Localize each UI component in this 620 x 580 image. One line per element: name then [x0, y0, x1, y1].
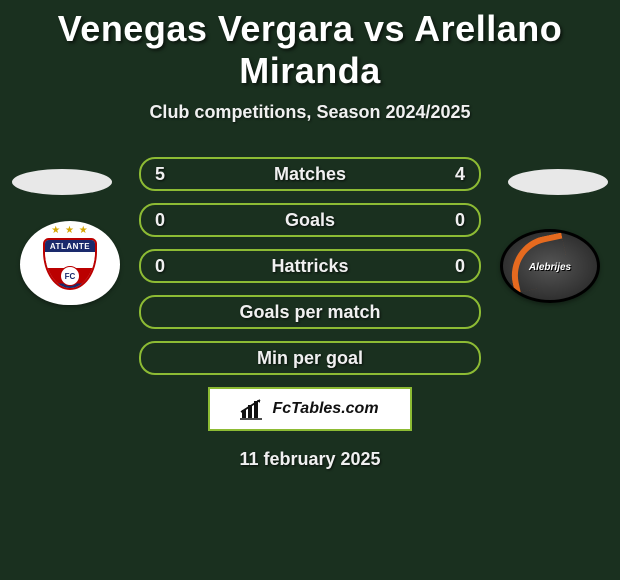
alebrijes-label: Alebrijes [503, 262, 597, 273]
atlante-fc-label: FC [60, 266, 80, 286]
date-label: 11 february 2025 [0, 449, 620, 470]
brand-text: FcTables.com [272, 400, 379, 417]
right-value: 0 [453, 210, 467, 231]
right-team-badge: Alebrijes [500, 229, 600, 309]
atlante-top-label: ATLANTE [45, 240, 95, 252]
stat-row-hattricks: 0Hattricks0 [139, 249, 481, 283]
stat-row-matches: 5Matches4 [139, 157, 481, 191]
brand-box[interactable]: FcTables.com [208, 387, 412, 431]
left-value: 5 [153, 164, 167, 185]
stars-icon: ★ ★ ★ [51, 225, 88, 236]
bars-chart-icon [240, 398, 266, 420]
right-ellipse [508, 169, 608, 195]
page-title: Venegas Vergara vs Arellano Miranda [0, 8, 620, 92]
stat-row-min_per_goal: Min per goal [139, 341, 481, 375]
page-subtitle: Club competitions, Season 2024/2025 [0, 102, 620, 123]
stat-row-goals_per_match: Goals per match [139, 295, 481, 329]
right-value: 0 [453, 256, 467, 277]
left-value: 0 [153, 256, 167, 277]
stat-label: Hattricks [167, 256, 453, 277]
main-area: ★ ★ ★ ATLANTE FC Alebrijes 5Matches40Goa… [0, 157, 620, 470]
right-value: 4 [453, 164, 467, 185]
stat-label: Min per goal [257, 348, 363, 369]
stat-label: Matches [167, 164, 453, 185]
stats-bars: 5Matches40Goals00Hattricks0Goals per mat… [139, 157, 481, 375]
stat-row-goals: 0Goals0 [139, 203, 481, 237]
stat-label: Goals [167, 210, 453, 231]
stat-label: Goals per match [239, 302, 380, 323]
comparison-card: Venegas Vergara vs Arellano Miranda Club… [0, 0, 620, 580]
brand-label: FcTables.com [272, 400, 379, 418]
atlante-icon: ★ ★ ★ ATLANTE FC [20, 221, 120, 305]
alebrijes-icon: Alebrijes [500, 229, 600, 303]
left-value: 0 [153, 210, 167, 231]
left-team-badge: ★ ★ ★ ATLANTE FC [20, 221, 120, 301]
left-ellipse [12, 169, 112, 195]
